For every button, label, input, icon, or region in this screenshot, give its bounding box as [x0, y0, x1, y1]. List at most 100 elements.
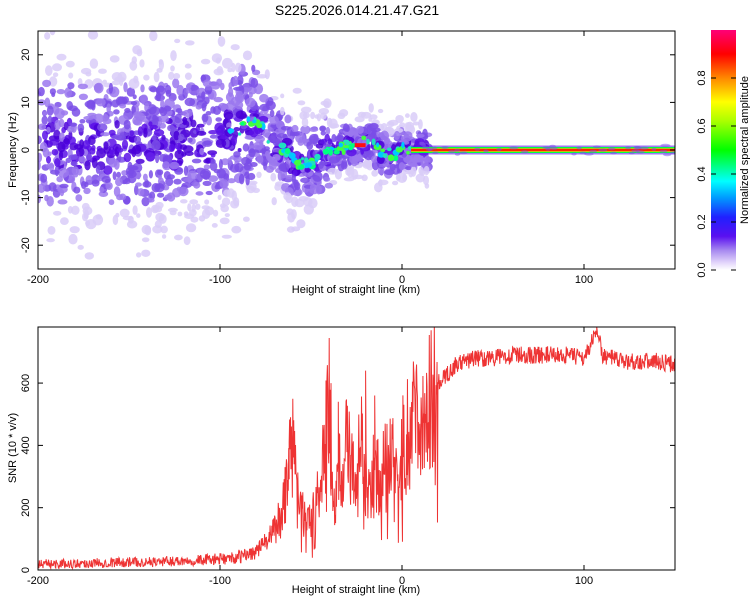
spectrogram-cell	[292, 169, 298, 176]
spectrogram-cell	[38, 183, 46, 193]
spectrogram-cell	[155, 212, 165, 222]
spectrogram-cell	[409, 162, 418, 167]
spectrogram-cell	[203, 164, 211, 170]
spectrogram-cell	[422, 128, 428, 139]
spectrogram-cell	[406, 150, 410, 155]
spectrogram-cell	[38, 135, 42, 145]
spectrogram-cell	[232, 75, 239, 87]
spectrogram-cell	[379, 130, 390, 141]
spectrogram-cell	[82, 212, 89, 222]
spectrogram-cell	[225, 92, 235, 103]
spectrogram-cell	[183, 236, 191, 246]
spectrogram-cell	[195, 191, 204, 196]
spectrogram-cell	[69, 226, 80, 234]
spectrogram-cell	[245, 97, 256, 108]
spectrogram-cell	[201, 113, 209, 123]
spectrogram-cell	[52, 63, 62, 72]
spectrogram-cell	[294, 159, 302, 166]
spectrogram-cell	[211, 223, 218, 228]
spectrogram-cell	[132, 144, 142, 155]
spectrogram-cell	[59, 183, 69, 189]
spectrogram-cell	[423, 165, 430, 176]
spectrogram-frame	[37, 30, 676, 270]
spectrogram-cell	[663, 153, 672, 157]
spectrogram-cell	[117, 147, 124, 153]
spectrogram-cell	[198, 215, 206, 222]
spectrogram-cell	[204, 199, 210, 205]
spectrogram-cell	[129, 130, 134, 137]
spectrogram-cell	[427, 147, 434, 151]
spectrogram-cell	[454, 152, 461, 156]
spectrogram-cell	[576, 146, 582, 150]
spectrogram-cell	[75, 194, 83, 202]
snr-axes: -200 -100 0 100 0 200 400 600	[20, 327, 675, 587]
spectrogram-cell	[176, 84, 185, 96]
spectrogram-cell	[337, 132, 344, 143]
spectrogram-cell	[113, 109, 120, 115]
spectrogram-cell	[300, 177, 310, 184]
spectrogram-cell	[141, 249, 151, 257]
spectrogram-cell	[184, 97, 196, 107]
spectrogram-cell	[187, 203, 192, 212]
spectrogram-cell	[405, 166, 413, 171]
spectrogram-cell	[40, 173, 48, 183]
spectrogram-cell	[402, 173, 407, 182]
spectrogram-cell	[79, 119, 86, 124]
spectrogram-cell	[227, 178, 236, 184]
spectrogram-cell	[660, 143, 671, 147]
spectrogram-cell	[141, 196, 150, 207]
spectrogram-cell	[112, 171, 117, 181]
spectrogram-cell	[509, 146, 519, 150]
spectrogram-cell	[115, 134, 127, 141]
spectrogram-cell	[610, 151, 617, 155]
spectrogram-cell	[356, 125, 364, 134]
spectrogram-cell	[441, 146, 449, 149]
spectrogram-cell	[315, 143, 324, 149]
spectrogram-cell	[65, 60, 75, 68]
spectrogram-cell	[244, 164, 251, 171]
spectrogram-cell	[405, 113, 410, 118]
spectrogram-cell	[98, 68, 107, 74]
spectrogram-cell	[341, 148, 346, 155]
spectrogram-cell	[368, 103, 374, 113]
spectrogram-cell	[210, 152, 216, 158]
spectrogram-cell	[236, 90, 243, 99]
spectrogram-cell	[284, 114, 292, 124]
spectrogram-cell	[158, 114, 169, 123]
spectrogram-cell	[377, 108, 384, 114]
spectrogram-cell	[309, 183, 316, 191]
spectrogram-cell	[219, 203, 226, 208]
spectrogram-cell	[274, 183, 282, 191]
spectrogram-cell	[280, 106, 285, 116]
spectrogram-cell	[145, 109, 152, 120]
colorbar-gradient	[711, 30, 736, 270]
spectrogram-cell	[159, 122, 166, 129]
spectrogram-cell	[254, 135, 265, 143]
spectrogram-cell	[214, 122, 225, 134]
y-tick-label: 200	[20, 499, 32, 517]
spectrogram-cell	[346, 167, 355, 178]
spectrogram-cell	[174, 38, 181, 44]
spectrogram-cell	[322, 148, 330, 155]
spectrogram-cell	[338, 142, 344, 148]
spectrogram-cell	[669, 151, 675, 155]
spectrogram-cell	[361, 135, 367, 141]
spectrogram-cell	[230, 44, 240, 51]
spectrogram-cell	[318, 108, 330, 115]
spectrogram-cell	[157, 192, 165, 198]
spectrogram-cell	[628, 151, 635, 155]
spectrogram-cell	[77, 123, 85, 133]
spectrogram-cell	[269, 115, 279, 125]
spectrogram-cell	[338, 146, 344, 151]
spectrogram-cell	[169, 210, 177, 216]
spectrogram-cell	[399, 122, 406, 129]
spectrogram-cell	[201, 205, 211, 210]
spectrogram-cell	[287, 212, 296, 223]
spectrogram-cell	[174, 149, 184, 160]
spectrogram-cell	[57, 141, 66, 153]
spectrogram-cell	[412, 121, 420, 126]
spectrogram-ridge	[354, 143, 675, 157]
spectrogram-cell	[79, 139, 84, 149]
spectrogram-cell	[52, 72, 59, 77]
spectrogram-cell	[276, 133, 288, 139]
